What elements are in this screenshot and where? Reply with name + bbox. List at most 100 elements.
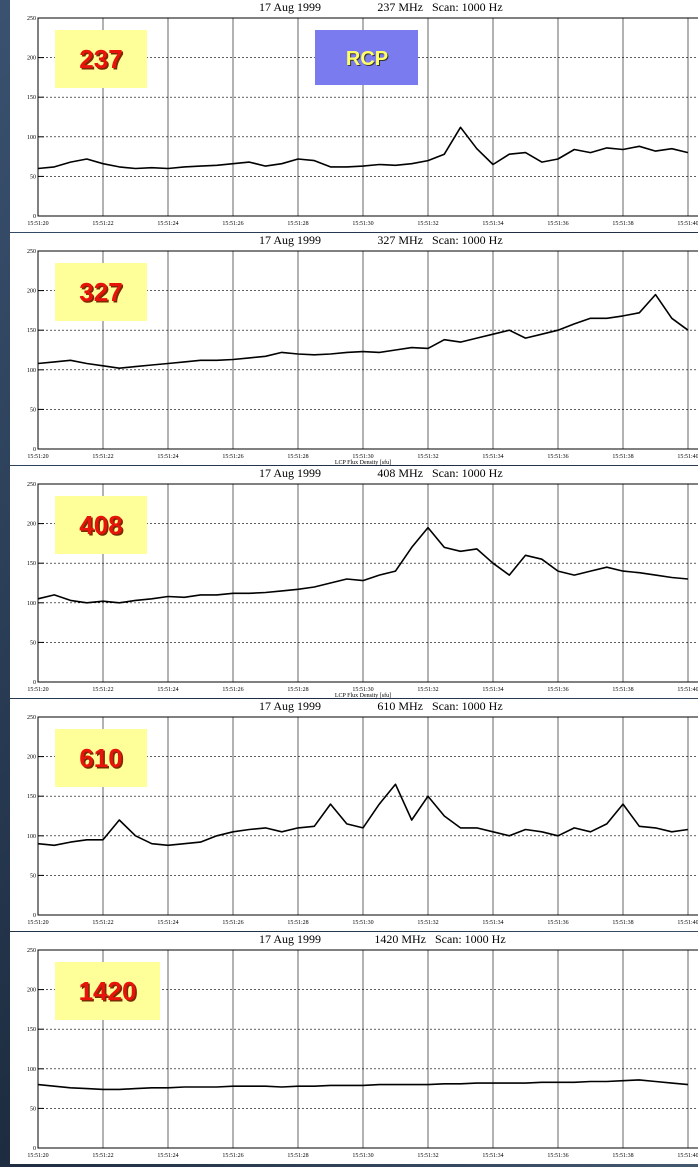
chart-title: 17 Aug 1999 bbox=[259, 0, 321, 14]
y-tick-label: 100 bbox=[27, 601, 36, 607]
y-tick-label: 250 bbox=[27, 16, 36, 22]
frequency-label: 408 bbox=[79, 510, 122, 540]
y-tick-label: 200 bbox=[27, 988, 36, 994]
x-tick-label: 15:51:34 bbox=[482, 454, 503, 460]
x-tick-label: 15:51:36 bbox=[547, 221, 568, 227]
y-tick-label: 200 bbox=[27, 56, 36, 62]
x-tick-label: 15:51:40 bbox=[677, 687, 698, 693]
chart-subtitle: 610 MHz Scan: 1000 Hz bbox=[377, 699, 502, 713]
x-tick-label: 15:51:24 bbox=[157, 920, 178, 926]
y-tick-label: 100 bbox=[27, 834, 36, 840]
frequency-label: 327 bbox=[79, 277, 122, 307]
x-tick-label: 15:51:38 bbox=[612, 920, 633, 926]
x-tick-label: 15:51:34 bbox=[482, 1153, 503, 1159]
y-tick-label: 100 bbox=[27, 135, 36, 141]
y-tick-label: 250 bbox=[27, 249, 36, 255]
y-tick-label: 150 bbox=[27, 95, 36, 101]
x-tick-label: 15:51:34 bbox=[482, 687, 503, 693]
x-tick-label: 15:51:26 bbox=[222, 1153, 243, 1159]
x-axis-label: LCP Flux Density [sfu] bbox=[335, 692, 391, 699]
y-tick-label: 50 bbox=[30, 1106, 36, 1112]
x-tick-label: 15:51:32 bbox=[417, 454, 438, 460]
y-tick-label: 250 bbox=[27, 482, 36, 488]
x-tick-label: 15:51:24 bbox=[157, 221, 178, 227]
y-tick-label: 50 bbox=[30, 407, 36, 413]
y-tick-label: 150 bbox=[27, 561, 36, 567]
x-tick-label: 15:51:36 bbox=[547, 920, 568, 926]
x-tick-label: 15:51:20 bbox=[27, 454, 48, 460]
y-tick-label: 50 bbox=[30, 873, 36, 879]
frequency-label: 610 bbox=[79, 743, 122, 773]
x-tick-label: 15:51:28 bbox=[287, 687, 308, 693]
x-tick-label: 15:51:36 bbox=[547, 1153, 568, 1159]
x-tick-label: 15:51:30 bbox=[352, 920, 373, 926]
x-tick-label: 15:51:38 bbox=[612, 221, 633, 227]
chart-title: 17 Aug 1999 bbox=[259, 932, 321, 946]
x-tick-label: 15:51:24 bbox=[157, 1153, 178, 1159]
x-tick-label: 15:51:28 bbox=[287, 221, 308, 227]
chart-title: 17 Aug 1999 bbox=[259, 699, 321, 713]
y-tick-label: 0 bbox=[33, 913, 36, 919]
chart-subtitle: 327 MHz Scan: 1000 Hz bbox=[377, 233, 502, 247]
x-tick-label: 15:51:28 bbox=[287, 454, 308, 460]
y-tick-label: 100 bbox=[27, 1067, 36, 1073]
y-tick-label: 0 bbox=[33, 1146, 36, 1152]
x-tick-label: 15:51:38 bbox=[612, 687, 633, 693]
x-tick-label: 15:51:36 bbox=[547, 454, 568, 460]
x-tick-label: 15:51:38 bbox=[612, 1153, 633, 1159]
x-tick-label: 15:51:26 bbox=[222, 454, 243, 460]
x-tick-label: 15:51:40 bbox=[677, 920, 698, 926]
x-tick-label: 15:51:32 bbox=[417, 221, 438, 227]
x-tick-label: 15:51:34 bbox=[482, 221, 503, 227]
chart-subtitle: 237 MHz Scan: 1000 Hz bbox=[377, 0, 502, 14]
page: 17 Aug 1999 237 MHz Scan: 1000 Hz 0 50 100 15… bbox=[0, 0, 698, 1167]
x-tick-label: 15:51:24 bbox=[157, 687, 178, 693]
panel: 17 Aug 1999 1420 MHz Scan: 1000 Hz 0 50 100 1… bbox=[10, 932, 698, 1164]
x-tick-label: 15:51:22 bbox=[92, 221, 113, 227]
y-tick-label: 150 bbox=[27, 1027, 36, 1033]
x-tick-label: 15:51:32 bbox=[417, 1153, 438, 1159]
x-tick-label: 15:51:32 bbox=[417, 920, 438, 926]
chart-subtitle: 1420 MHz Scan: 1000 Hz bbox=[374, 932, 505, 946]
x-tick-label: 15:51:24 bbox=[157, 454, 178, 460]
y-tick-label: 200 bbox=[27, 289, 36, 295]
x-tick-label: 15:51:20 bbox=[27, 687, 48, 693]
x-tick-label: 15:51:26 bbox=[222, 687, 243, 693]
x-tick-label: 15:51:40 bbox=[677, 221, 698, 227]
y-tick-label: 50 bbox=[30, 174, 36, 180]
x-tick-label: 15:51:30 bbox=[352, 1153, 373, 1159]
y-tick-label: 100 bbox=[27, 368, 36, 374]
y-tick-label: 250 bbox=[27, 948, 36, 954]
y-tick-label: 200 bbox=[27, 522, 36, 528]
x-tick-label: 15:51:30 bbox=[352, 221, 373, 227]
x-tick-label: 15:51:20 bbox=[27, 920, 48, 926]
y-tick-label: 150 bbox=[27, 328, 36, 334]
panel: 17 Aug 1999 237 MHz Scan: 1000 Hz 0 50 100 15… bbox=[10, 0, 698, 232]
x-tick-label: 15:51:28 bbox=[287, 1153, 308, 1159]
x-tick-label: 15:51:22 bbox=[92, 920, 113, 926]
x-tick-label: 15:51:34 bbox=[482, 920, 503, 926]
x-tick-label: 15:51:36 bbox=[547, 687, 568, 693]
y-tick-label: 250 bbox=[27, 715, 36, 721]
y-tick-label: 0 bbox=[33, 680, 36, 686]
panel: 17 Aug 1999 327 MHz Scan: 1000 Hz 0 50 100 15… bbox=[10, 233, 698, 466]
x-tick-label: 15:51:40 bbox=[677, 454, 698, 460]
frequency-label: 1420 bbox=[79, 976, 137, 1006]
x-tick-label: 15:51:22 bbox=[92, 1153, 113, 1159]
x-tick-label: 15:51:22 bbox=[92, 454, 113, 460]
x-tick-label: 15:51:40 bbox=[677, 1153, 698, 1159]
y-tick-label: 200 bbox=[27, 755, 36, 761]
y-tick-label: 0 bbox=[33, 447, 36, 453]
x-tick-label: 15:51:26 bbox=[222, 920, 243, 926]
chart-title: 17 Aug 1999 bbox=[259, 233, 321, 247]
y-tick-label: 150 bbox=[27, 794, 36, 800]
y-tick-label: 0 bbox=[33, 214, 36, 220]
x-tick-label: 15:51:20 bbox=[27, 1153, 48, 1159]
chart-title: 17 Aug 1999 bbox=[259, 466, 321, 480]
x-tick-label: 15:51:22 bbox=[92, 687, 113, 693]
x-axis-label: LCP Flux Density [sfu] bbox=[335, 459, 391, 466]
panel: 17 Aug 1999 610 MHz Scan: 1000 Hz 0 50 100 15… bbox=[10, 699, 698, 931]
x-tick-label: 15:51:38 bbox=[612, 454, 633, 460]
frequency-label: 237 bbox=[79, 44, 122, 74]
